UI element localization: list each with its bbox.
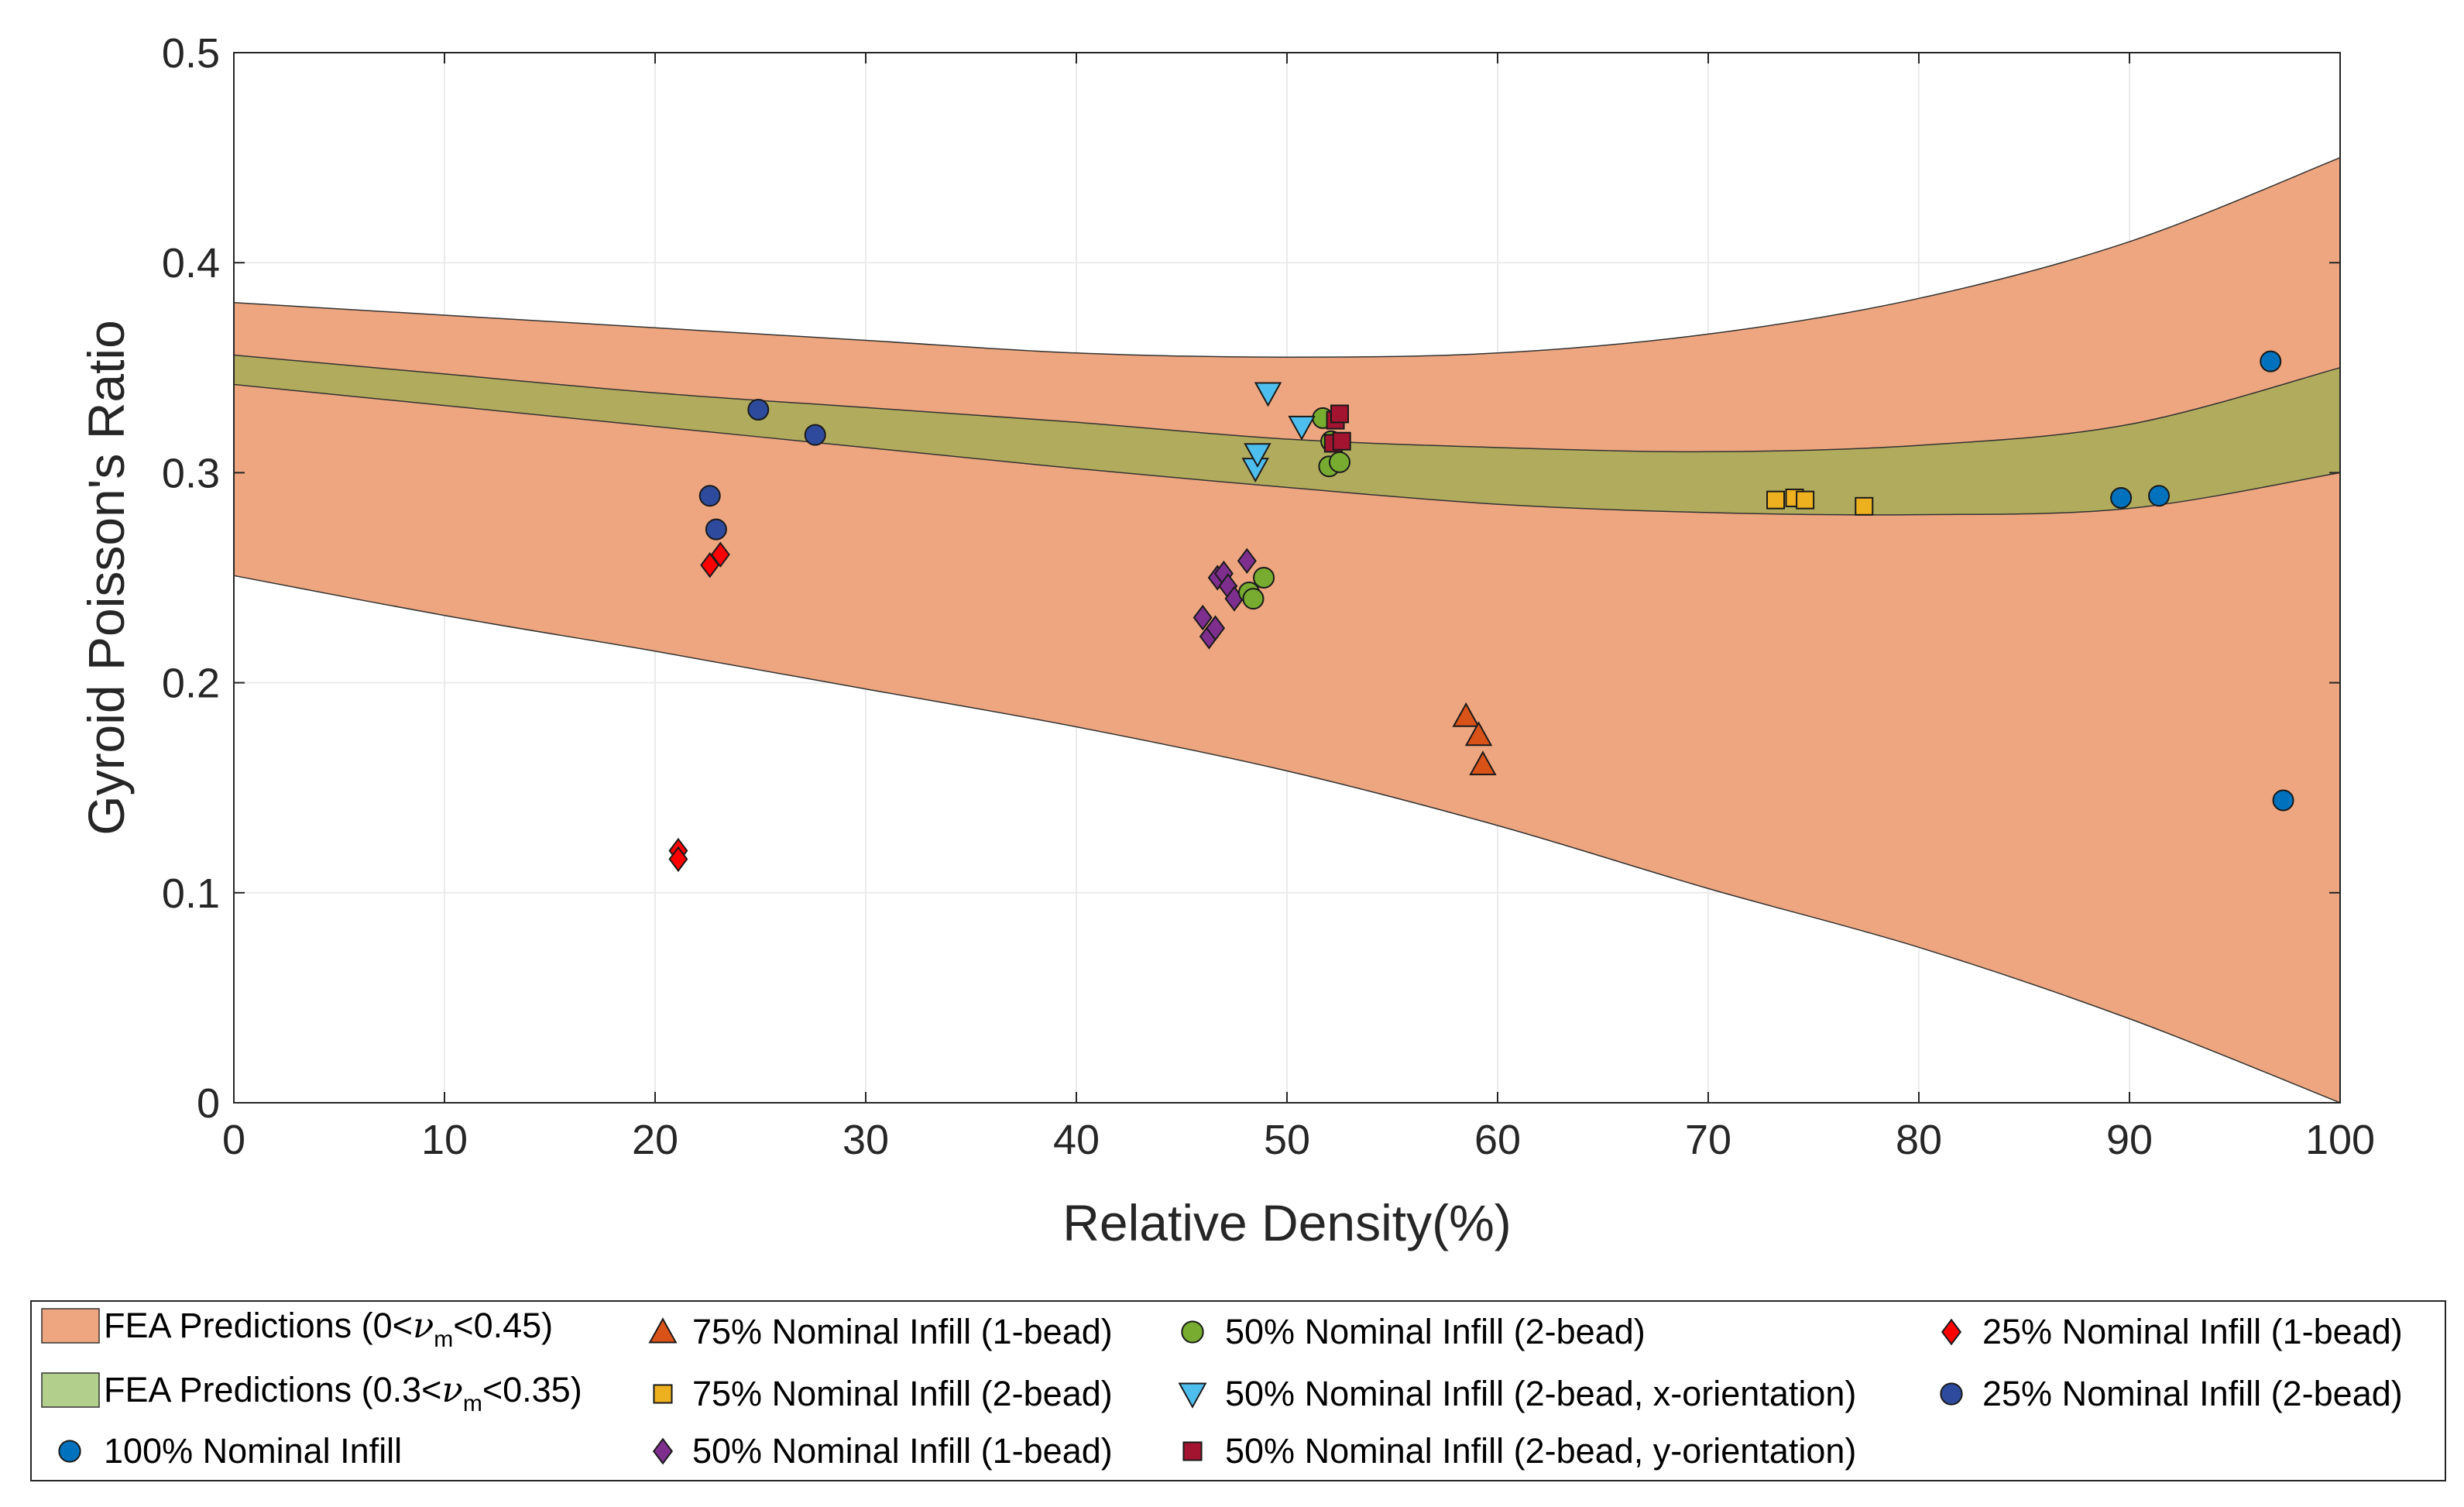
legend-label: FEA Predictions (0<νm<0.45): [104, 1305, 553, 1352]
x-tick-label: 100: [2305, 1117, 2375, 1163]
x-tick-label: 20: [632, 1117, 678, 1163]
data-point: [1253, 567, 1275, 589]
data-point: [668, 846, 688, 873]
legend: FEA Predictions (0<νm<0.45) FEA Predictio…: [30, 1300, 2446, 1481]
data-point: [1330, 404, 1349, 424]
legend-label: 50% Nominal Infill (1-bead): [692, 1431, 1113, 1471]
y-axis-label: Gyroid Poisson's Ratio: [77, 320, 135, 836]
data-points: [668, 350, 2294, 873]
x-tick-label: 30: [842, 1117, 889, 1163]
legend-marker: [1182, 1441, 1203, 1461]
legend-entry-75-nominal-infill-2-bead: 75% Nominal Infill (2-bead): [653, 1374, 1113, 1413]
legend-label: 75% Nominal Infill (2-bead): [692, 1374, 1113, 1413]
data-point: [1242, 588, 1265, 610]
series-50-nominal-infill-1-bead: [1193, 548, 1257, 650]
legend-entry-fea-predictions-0-3-m-0-35: FEA Predictions (0.3<νm<0.35): [41, 1369, 582, 1416]
legend-entry-25-nominal-infill-1-bead: 25% Nominal Infill (1-bead): [1941, 1312, 2403, 1351]
series-75-nominal-infill-1-bead: [1452, 702, 1497, 776]
legend-marker: [1178, 1382, 1207, 1409]
legend-entry-50-nominal-infill-1-bead: 50% Nominal Infill (1-bead): [652, 1431, 1113, 1471]
series-75-nominal-infill-2-bead: [1766, 488, 1874, 516]
data-point: [700, 552, 720, 578]
data-point: [1254, 382, 1282, 407]
legend-entry-75-nominal-infill-1-bead: 75% Nominal Infill (1-bead): [648, 1312, 1113, 1351]
series-100-nominal-infill: [2110, 350, 2294, 812]
data-point: [1329, 451, 1350, 473]
legend-label: 50% Nominal Infill (2-bead, y-orientatio…: [1225, 1431, 1856, 1471]
legend-label: 100% Nominal Infill: [104, 1431, 402, 1471]
data-point: [747, 399, 770, 421]
x-axis-label: Relative Density(%): [1062, 1194, 1512, 1251]
legend-label: 25% Nominal Infill (1-bead): [1982, 1312, 2403, 1351]
data-point: [2148, 485, 2171, 507]
x-tick-label: 0: [222, 1117, 245, 1163]
data-point: [1193, 604, 1213, 631]
y-tick-label: 0: [197, 1080, 220, 1127]
legend-label: FEA Predictions (0.3<νm<0.35): [104, 1369, 582, 1416]
legend-entry-25-nominal-infill-2-bead: 25% Nominal Infill (2-bead): [1940, 1374, 2403, 1413]
x-tick-label: 60: [1474, 1117, 1521, 1163]
data-point: [1206, 615, 1226, 641]
legend-swatch: [41, 1372, 100, 1408]
data-point: [1796, 490, 1815, 510]
legend-label: 25% Nominal Infill (2-bead): [1982, 1374, 2403, 1413]
x-tick-label: 40: [1053, 1117, 1100, 1163]
legend-swatch: [41, 1308, 100, 1344]
data-point: [1469, 750, 1497, 776]
legend-entry-fea-predictions-0-m-0-45: FEA Predictions (0<νm<0.45): [41, 1305, 553, 1352]
data-point: [1766, 490, 1786, 510]
legend-label: 50% Nominal Infill (2-bead, x-orientatio…: [1225, 1374, 1856, 1413]
legend-marker: [652, 1437, 674, 1465]
data-point: [1288, 415, 1316, 441]
data-point: [1452, 702, 1480, 727]
legend-label: 50% Nominal Infill (2-bead): [1225, 1312, 1646, 1351]
x-tick-label: 80: [1896, 1117, 1942, 1163]
y-tick-label: 0.3: [162, 450, 220, 496]
x-axis-ticks: 0 10 20 30 40 50 60 70 80 90 100: [222, 53, 2375, 1163]
series-25-nominal-infill-1-bead: [668, 541, 730, 873]
data-point: [710, 541, 730, 568]
legend-entry-50-nominal-infill-2-bead: 50% Nominal Infill (2-bead): [1181, 1312, 1646, 1351]
y-axis-ticks: 0 0.1 0.2 0.3 0.4 0.5: [162, 30, 2340, 1127]
data-point: [1244, 443, 1271, 469]
legend-entry-100-nominal-infill: 100% Nominal Infill: [58, 1431, 402, 1471]
legend-marker: [1181, 1320, 1204, 1344]
legend-marker: [1941, 1318, 1962, 1346]
data-point: [1855, 496, 1874, 516]
data-point: [1332, 431, 1351, 451]
legend-marker: [58, 1440, 81, 1463]
legend-marker: [648, 1317, 678, 1344]
data-point: [2272, 789, 2294, 812]
legend-entry-50-nominal-infill-2-bead-x-orientation: 50% Nominal Infill (2-bead, x-orientatio…: [1178, 1374, 1856, 1413]
y-tick-label: 0.5: [162, 30, 220, 77]
legend-marker: [653, 1384, 673, 1404]
data-point: [705, 518, 727, 541]
data-point: [1237, 548, 1257, 574]
legend-box: [30, 1300, 2446, 1481]
y-tick-label: 0.1: [162, 870, 220, 917]
legend-label: 75% Nominal Infill (1-bead): [692, 1312, 1113, 1351]
y-tick-label: 0.4: [162, 240, 220, 287]
data-point: [2110, 486, 2133, 509]
data-point: [804, 424, 826, 446]
series-25-nominal-infill-2-bead: [698, 399, 826, 541]
legend-entry-50-nominal-infill-2-bead-y-orientation: 50% Nominal Infill (2-bead, y-orientatio…: [1182, 1431, 1856, 1471]
x-tick-label: 50: [1264, 1117, 1310, 1163]
x-tick-label: 10: [421, 1117, 468, 1163]
series-50-nominal-infill-2-bead-y-orientation: [1323, 404, 1351, 453]
data-point: [2260, 350, 2282, 372]
y-tick-label: 0.2: [162, 661, 220, 707]
fea-bands: [233, 156, 2341, 1104]
data-point: [1464, 721, 1493, 747]
x-tick-label: 90: [2106, 1117, 2153, 1163]
x-tick-label: 70: [1685, 1117, 1731, 1163]
data-point: [698, 485, 721, 507]
legend-marker: [1940, 1382, 1963, 1406]
series-50-nominal-infill-2-bead-x-orientation: [1241, 382, 1316, 483]
